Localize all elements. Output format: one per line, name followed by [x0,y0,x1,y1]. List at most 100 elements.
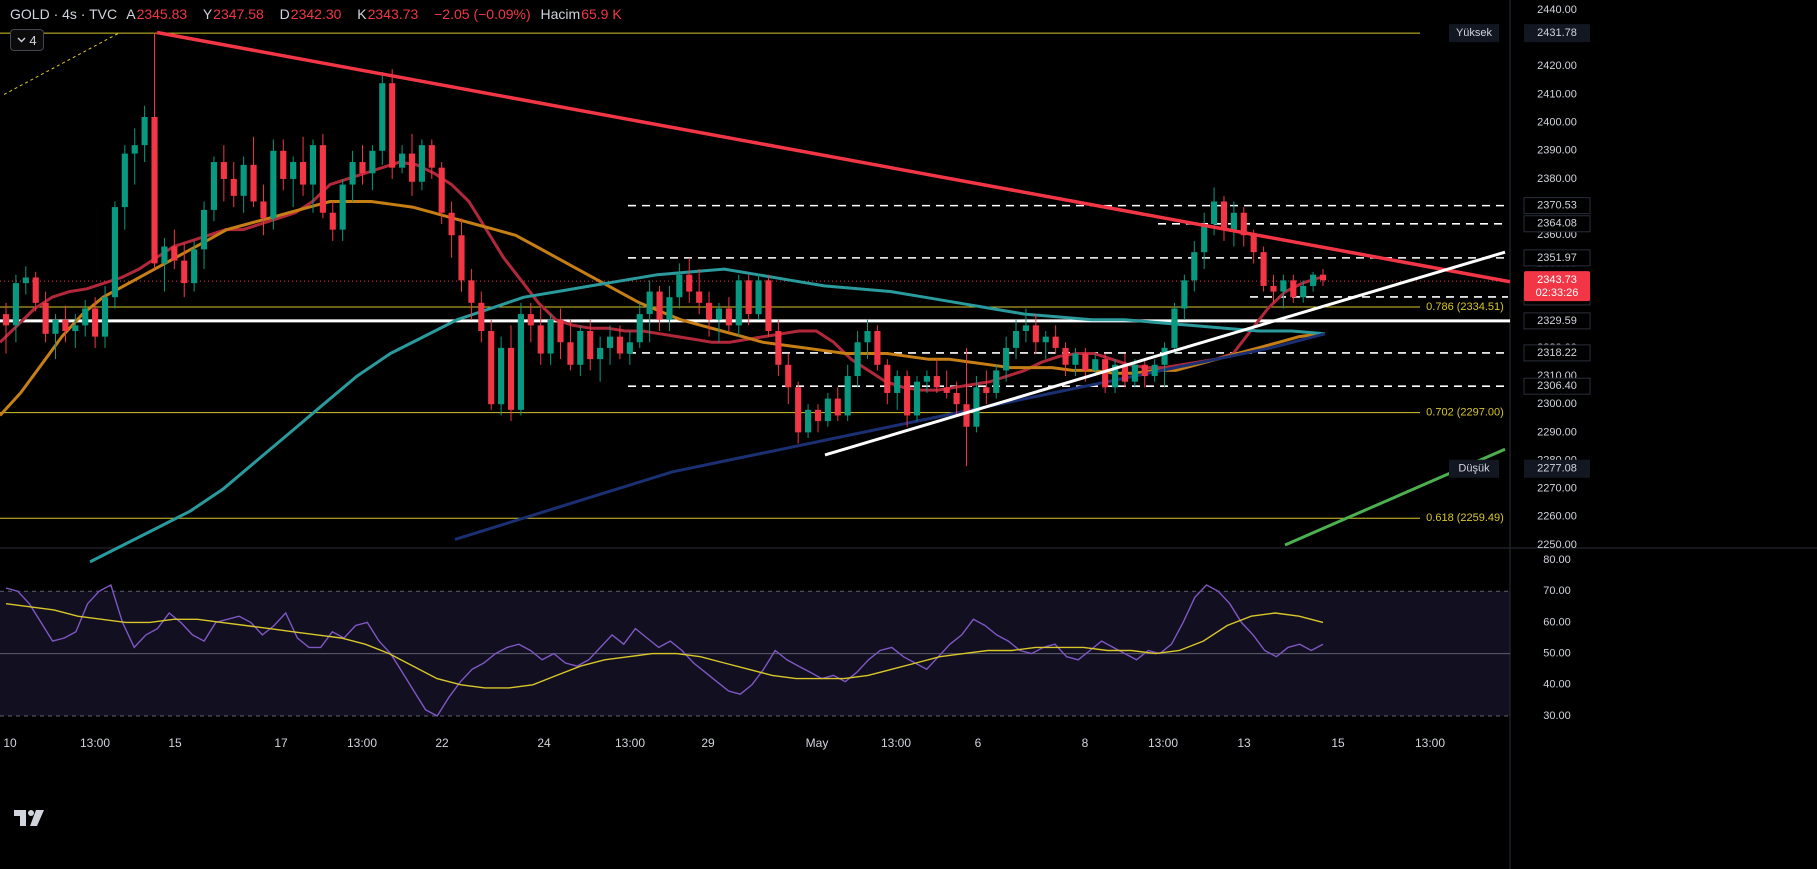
candle-body [1161,347,1168,365]
candle-body [82,308,89,326]
price-tick-label: 2270.00 [1537,483,1577,495]
candle-body [656,291,663,320]
candle-body [933,376,940,388]
candle-body [854,342,861,377]
candle-body [131,145,138,154]
candle-body [1270,285,1277,292]
time-axis-label: 22 [435,736,449,750]
rsi-tick-label: 60.00 [1543,616,1571,628]
candle-body [329,212,336,230]
level-tag-box [1523,249,1591,267]
volume-label: Hacim [540,6,581,22]
rsi-tick-label: 50.00 [1543,648,1571,660]
level-tag-box [1523,215,1591,233]
candle-body [458,235,465,281]
candle-body [389,83,396,168]
candle-body [359,162,366,174]
low-value: 2342.30 [290,6,342,22]
last-price-value: 2343.73 [1537,274,1577,286]
candle-body [597,347,604,360]
high-label: Y [202,6,213,22]
candle-body [894,376,901,393]
symbol-title[interactable]: GOLD · 4s · TVC [10,6,118,22]
moving-average-line [0,160,1321,392]
level-tag-label: 2318.22 [1537,347,1577,359]
indicator-toggle-button[interactable]: 4 [10,29,44,51]
candle-body [161,246,168,264]
price-tick-label: 2290.00 [1537,426,1577,438]
candle-body [498,347,505,405]
candle-body [864,331,871,343]
candle-body [844,376,851,416]
candle-body [775,331,782,365]
candle-body [1319,274,1327,281]
price-tick-label: 2420.00 [1537,60,1577,72]
candle-body [468,280,475,303]
candle-body [399,153,406,168]
candle-body [745,280,752,315]
candle-body [418,145,425,182]
candle-body [1310,274,1317,286]
candle-body [62,319,69,331]
candle-body [646,291,653,315]
candle-body [2,314,10,326]
candle-body [725,308,732,326]
level-tag-box [1523,344,1591,362]
price-tick-label: 2380.00 [1537,173,1577,185]
candle-body [537,325,544,354]
rsi-tick-label: 30.00 [1543,710,1571,722]
price-tick-label: 2250.00 [1537,539,1577,551]
moving-average-line [454,332,1326,541]
candle-body [1111,364,1119,388]
low-price-label: 2277.08 [1537,463,1577,475]
candle-body [270,150,277,219]
candle-body [1022,325,1030,331]
candle-body [705,302,713,320]
candle-body [676,274,683,298]
candle-body [904,376,911,416]
candle-body [616,336,624,354]
level-tag-label: 2370.53 [1537,200,1577,212]
rsi-ma-line [5,603,1324,689]
candle-body [626,342,633,354]
candle-body [210,162,218,210]
candle-body [1220,201,1228,230]
tradingview-logo-icon[interactable] [14,808,46,828]
time-axis-label: 29 [701,736,715,750]
candle-body [200,209,208,250]
candle-body [260,201,267,219]
low-marker-box [1449,459,1499,478]
candle-body [339,184,346,230]
candle-body [1260,252,1267,286]
candle-body [913,381,921,416]
time-axis-label: 8 [1082,736,1089,750]
last-price-badge [1524,271,1590,302]
candle-body [22,277,29,284]
candle-body [993,370,1000,393]
candle-body [577,331,584,365]
candle-body [874,331,881,365]
candle-body [1201,224,1208,253]
candle-body [1151,364,1158,377]
candle-body [567,342,574,365]
candle-body [428,145,435,168]
indicator-count: 4 [29,32,37,48]
fib-anchor-line [3,32,121,95]
level-tag-box [1523,377,1591,395]
rsi-tick-label: 40.00 [1543,679,1571,691]
candle-body [1102,359,1109,388]
bar-countdown: 02:33:26 [1536,287,1579,299]
candle-body [1250,235,1257,253]
rsi-tick-label: 80.00 [1543,554,1571,566]
price-tick-label: 2410.00 [1537,88,1577,100]
candle-body [151,117,158,264]
candle-body [923,376,930,382]
candle-body [943,387,950,393]
candle-body [696,291,703,303]
time-axis-label: May [806,736,829,750]
candle-body [220,162,227,179]
open-value: 2345.83 [136,6,188,22]
candle-body [834,398,841,416]
level-tag-label: 2364.08 [1537,218,1577,230]
